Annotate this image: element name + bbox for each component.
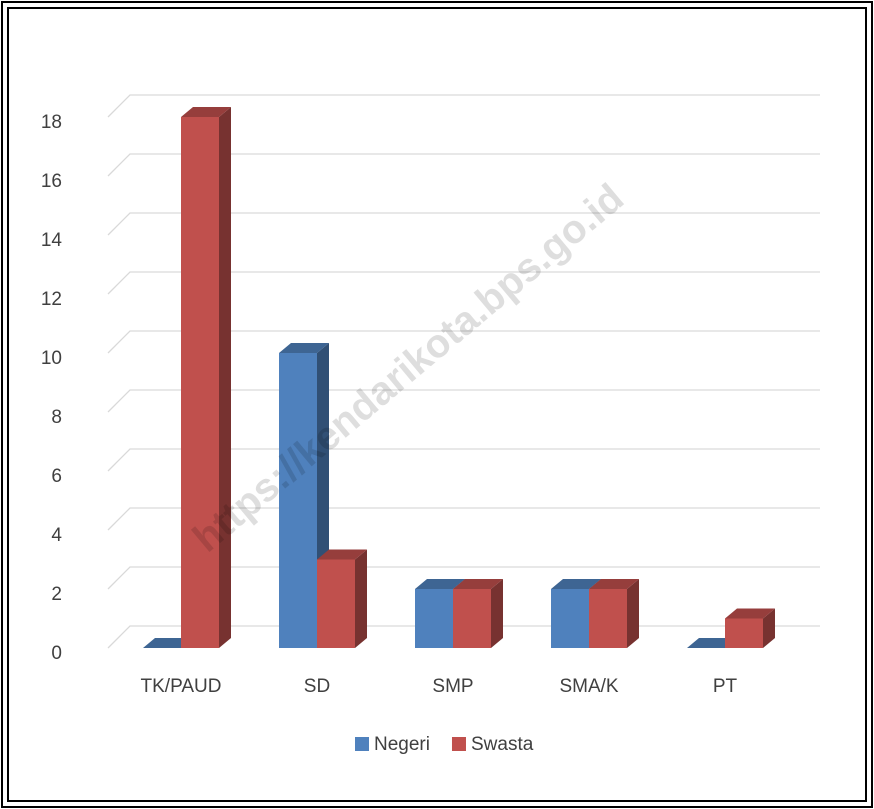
y-tick-label: 16 — [41, 171, 62, 192]
x-tick-label: SD — [304, 676, 330, 697]
bar — [317, 559, 355, 648]
y-tick-label: 14 — [41, 230, 63, 251]
plot-area: 0 2 4 6 8 10 12 14 16 18 TK/PAUD SD SMP SMA/K PT Negeri… — [41, 94, 820, 755]
y-tick-label: 12 — [41, 289, 62, 310]
y-tick-label: 6 — [51, 466, 62, 487]
bar — [551, 589, 589, 648]
grid-line — [107, 330, 820, 354]
bar-top — [687, 638, 737, 648]
x-tick-label: SMP — [432, 676, 473, 697]
x-tick-label: SMA/K — [559, 676, 618, 697]
x-tick-label: PT — [713, 676, 738, 697]
bar-top — [279, 343, 329, 353]
bar — [279, 353, 317, 648]
y-tick-label: 0 — [51, 643, 62, 664]
y-tick-label: 4 — [51, 525, 62, 546]
grid-line — [107, 566, 820, 590]
inner-frame — [7, 7, 867, 802]
bar-side — [219, 107, 231, 648]
bar-top — [181, 107, 231, 117]
bar-side — [491, 579, 503, 648]
grid-line — [107, 448, 820, 472]
grid-line — [107, 212, 820, 236]
bar-side — [763, 608, 775, 648]
y-tick-label: 10 — [41, 348, 62, 369]
x-tick-label: TK/PAUD — [141, 676, 222, 697]
bar-top — [589, 579, 639, 589]
legend: Negeri Swasta — [355, 734, 534, 755]
bar — [415, 589, 453, 648]
bar-side — [355, 549, 367, 648]
bar-top — [317, 549, 367, 560]
bar-top — [453, 579, 503, 589]
y-tick-label: 2 — [51, 584, 62, 605]
legend-swatch — [355, 737, 369, 751]
legend-label: Swasta — [471, 734, 534, 755]
bar-side — [627, 579, 639, 648]
grid-line — [107, 389, 820, 413]
bar — [181, 117, 219, 648]
bar-top — [725, 608, 775, 619]
watermark: https://kendarikota.bps.go.id — [185, 176, 632, 561]
bar-top — [415, 579, 465, 589]
y-tick-label: 8 — [51, 407, 62, 428]
bar — [725, 618, 763, 648]
legend-label: Negeri — [374, 734, 430, 755]
legend-swatch — [451, 737, 466, 751]
grid-line — [107, 507, 820, 531]
grid-line — [107, 153, 820, 177]
bar — [453, 589, 491, 648]
grid-line — [107, 271, 820, 295]
bar-top — [551, 579, 601, 589]
bar — [589, 589, 627, 648]
y-tick-label: 18 — [41, 112, 62, 133]
grid-line — [107, 94, 820, 118]
bar-top — [143, 638, 193, 648]
